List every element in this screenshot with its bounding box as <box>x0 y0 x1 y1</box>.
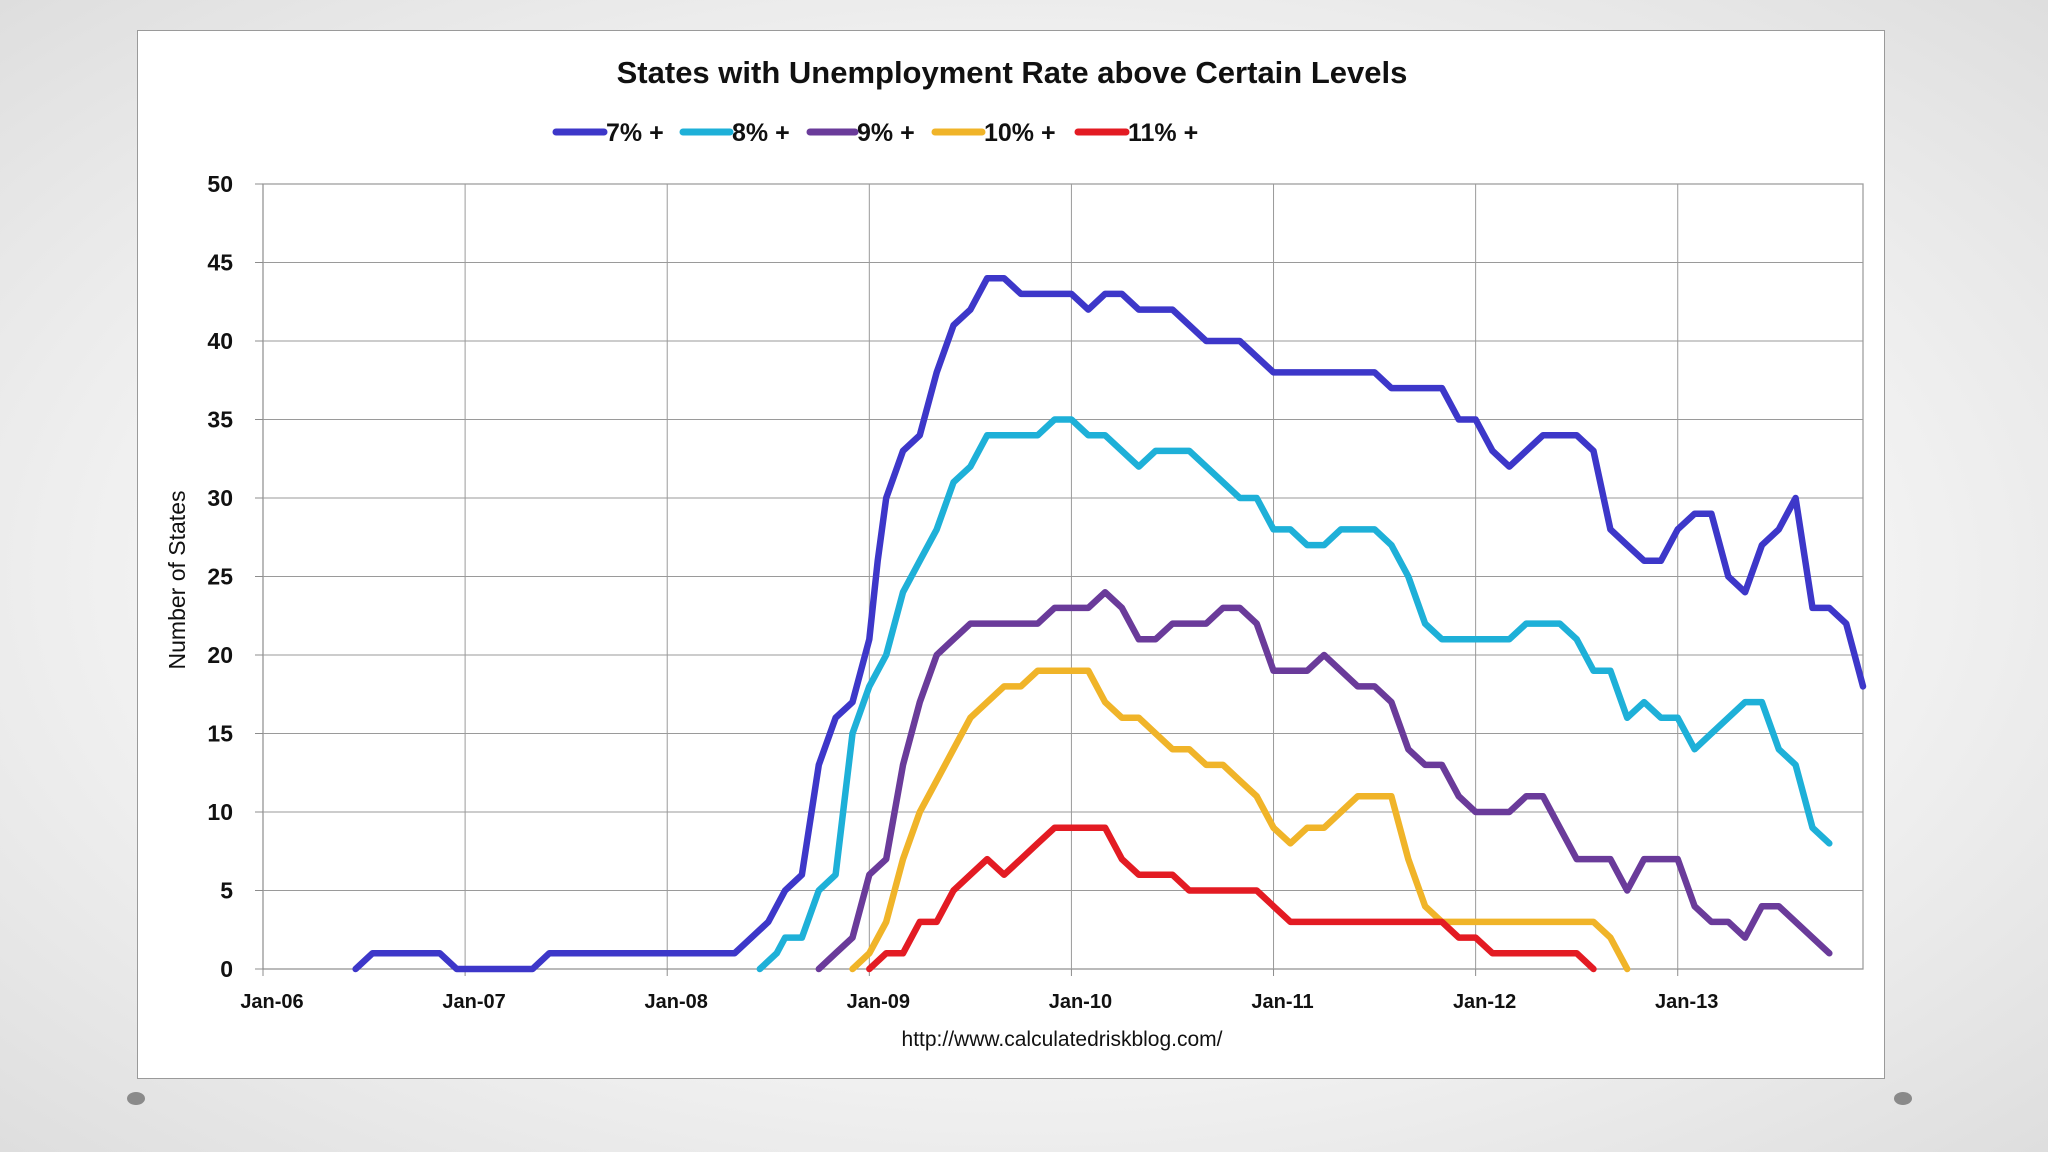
y-axis-label: Number of States <box>164 491 190 670</box>
chart-title: States with Unemployment Rate above Cert… <box>617 55 1408 90</box>
x-tick-label: Jan-10 <box>1049 991 1112 1013</box>
y-tick-label: 40 <box>207 328 233 354</box>
slide-dot-right <box>1894 1092 1912 1105</box>
y-tick-label: 45 <box>207 250 233 276</box>
chart-svg: States with Unemployment Rate above Cert… <box>164 55 1867 1051</box>
legend-label: 9% + <box>857 119 915 147</box>
axis-layer: 0 5 10 15 20 25 30 35 40 45 50 Jan-06 Jan-07 Jan-08 Ja… <box>207 171 1718 1013</box>
x-tick-label: Jan-06 <box>240 991 303 1013</box>
series-layer <box>352 274 1867 973</box>
x-tick-label: Jan-07 <box>442 991 505 1013</box>
legend: 7% + 8% + 9% + 10% + 11% + <box>552 119 1198 147</box>
y-tick-label: 50 <box>207 171 233 197</box>
y-tick-label: 10 <box>207 799 233 825</box>
series-line-11pct <box>866 824 1597 973</box>
legend-label: 10% + <box>984 119 1056 147</box>
y-tick-label: 30 <box>207 485 233 511</box>
series-line-10pct <box>849 667 1631 973</box>
legend-label: 8% + <box>732 119 790 147</box>
series-line-8pct <box>756 416 1833 973</box>
slide-dot-left <box>127 1092 145 1105</box>
y-tick-label: 35 <box>207 407 233 433</box>
y-tick-label: 15 <box>207 721 233 747</box>
x-tick-label: Jan-08 <box>645 991 708 1013</box>
x-tick-label: Jan-09 <box>847 991 910 1013</box>
series-line-9pct <box>815 588 1833 973</box>
x-tick-label: Jan-12 <box>1453 991 1516 1013</box>
grid-layer <box>262 183 1864 970</box>
y-tick-label: 0 <box>220 956 233 982</box>
y-tick-label: 25 <box>207 564 233 590</box>
chart-frame: States with Unemployment Rate above Cert… <box>137 30 1885 1079</box>
y-tick-label: 20 <box>207 642 233 668</box>
y-tick-label: 5 <box>220 878 233 904</box>
legend-label: 7% + <box>606 119 664 147</box>
x-tick-label: Jan-13 <box>1655 991 1718 1013</box>
source-note: http://www.calculatedriskblog.com/ <box>902 1028 1223 1051</box>
x-tick-label: Jan-11 <box>1251 991 1313 1013</box>
series-line-7pct <box>352 274 1867 973</box>
legend-label: 11% + <box>1128 119 1198 147</box>
